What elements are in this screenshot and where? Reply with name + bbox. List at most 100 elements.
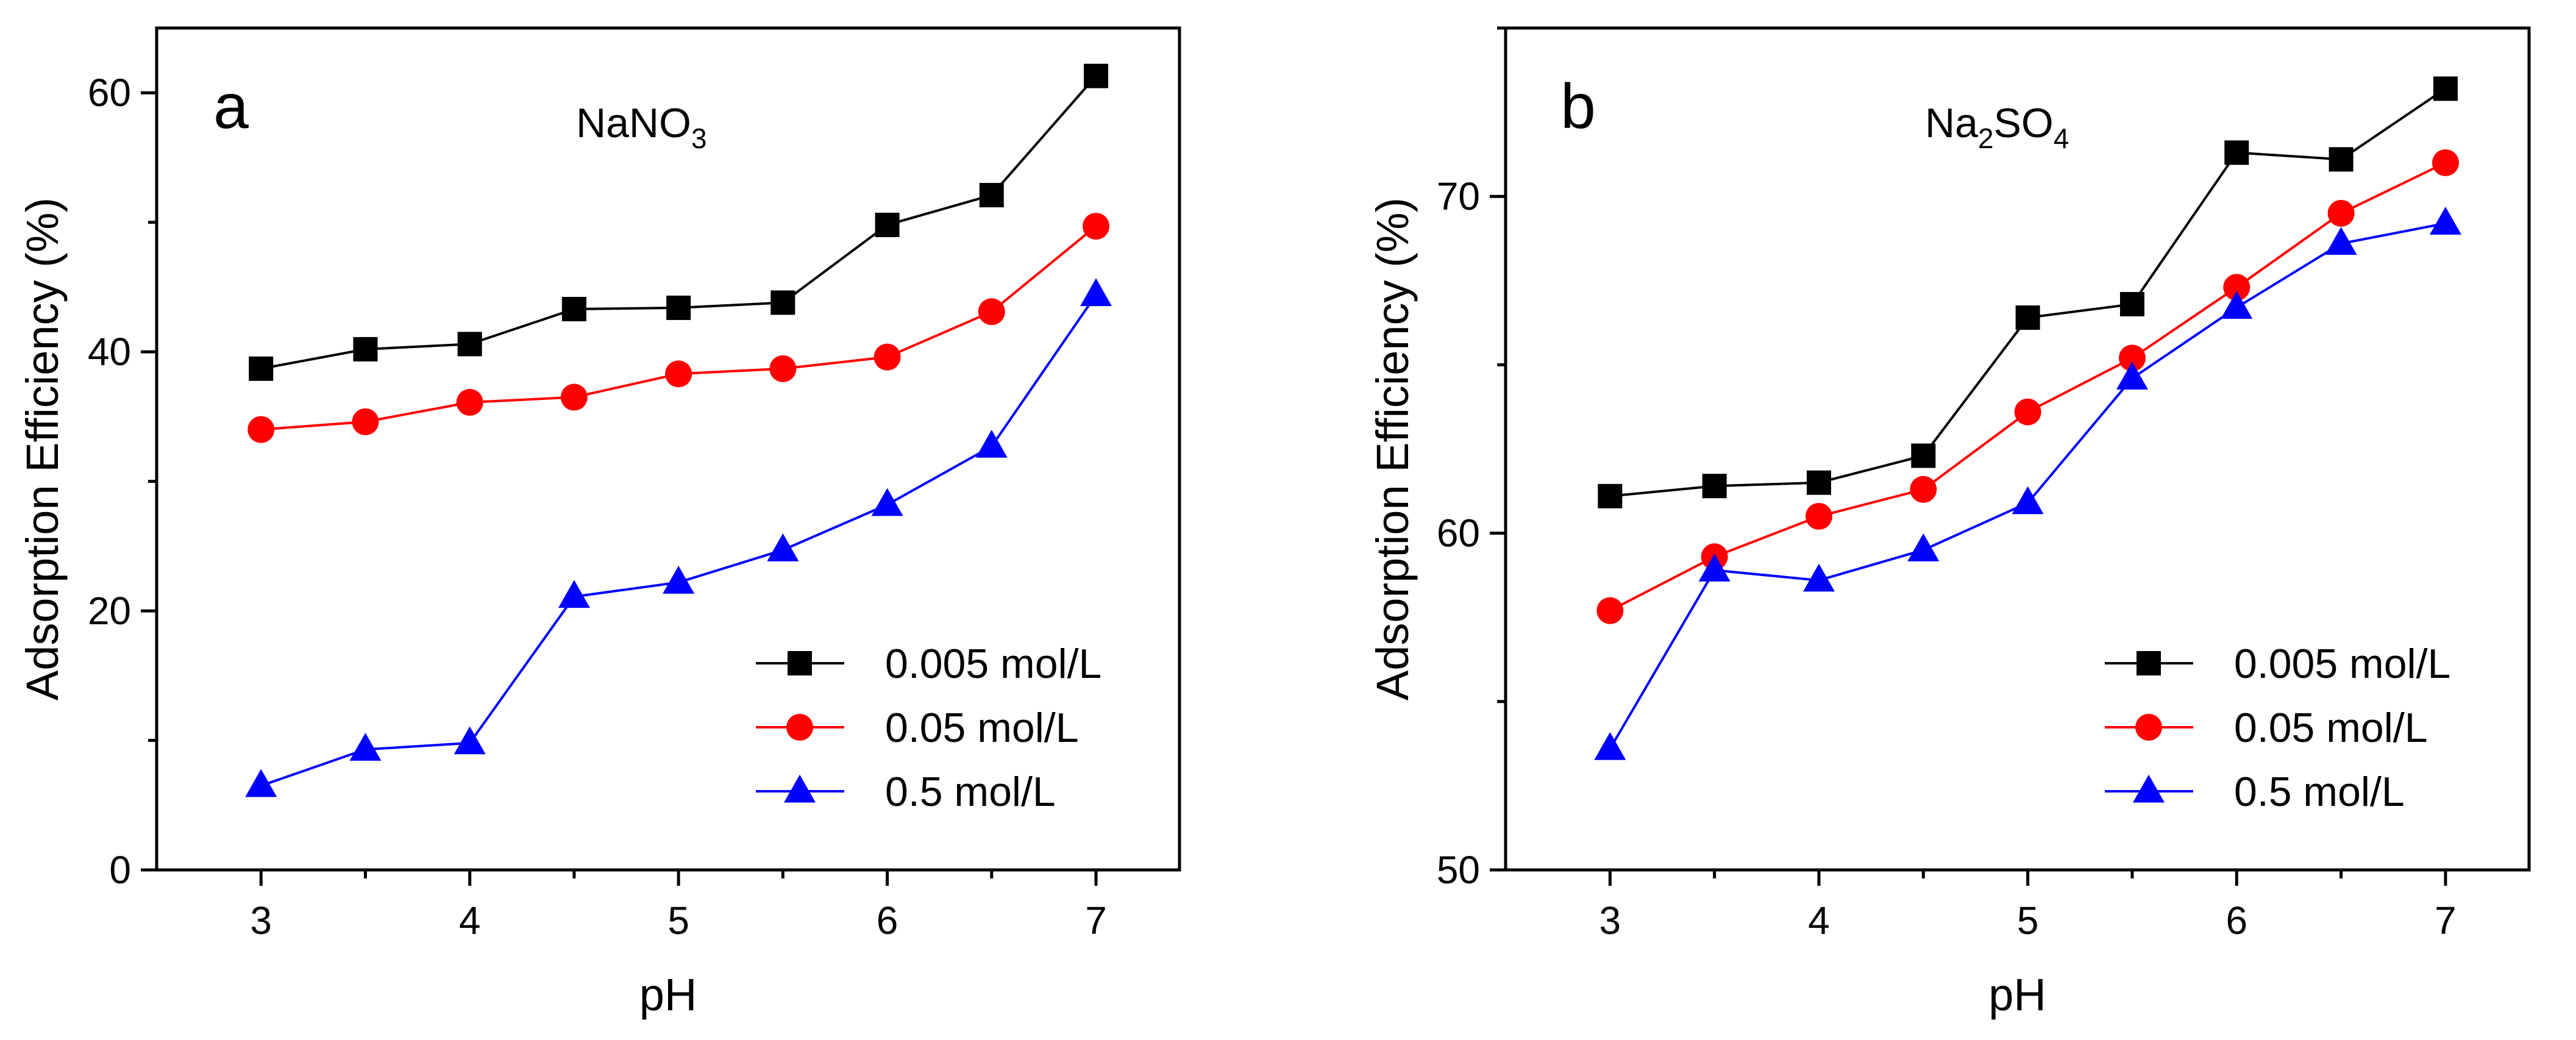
legend: 0.005 mol/L 0.05 mol/L 0.5 mol/L (756, 641, 1101, 815)
data-point (2432, 149, 2459, 176)
data-point (2329, 147, 2354, 172)
legend-item: 0.005 mol/L (2105, 641, 2450, 687)
x-axis: 3 4 5 6 7 (250, 870, 1107, 942)
series-2 (1594, 207, 2461, 760)
series-line (1610, 87, 2447, 497)
series-0 (1598, 76, 2458, 508)
data-point (2327, 199, 2355, 227)
x-tick-label: 7 (1085, 899, 1107, 942)
x-tick-label: 5 (2017, 899, 2039, 942)
legend-label: 0.005 mol/L (885, 641, 1101, 687)
data-point (457, 332, 482, 357)
x-tick-label: 7 (2435, 899, 2457, 942)
data-point (2119, 291, 2144, 316)
data-point (666, 295, 691, 320)
data-point (2116, 362, 2148, 390)
data-point (1084, 63, 1109, 88)
data-point (1907, 533, 1940, 561)
legend-item: 0.05 mol/L (756, 705, 1079, 751)
data-point (875, 212, 900, 237)
data-point (2015, 305, 2040, 330)
x-tick-label: 3 (1599, 899, 1621, 942)
y-tick-label: 20 (88, 589, 131, 633)
data-point (1598, 483, 1623, 508)
data-point (2433, 76, 2458, 101)
data-point (1698, 554, 1731, 582)
series-1 (1596, 149, 2459, 624)
x-tick-label: 3 (250, 899, 272, 942)
data-point (1083, 213, 1110, 240)
legend-label: 0.5 mol/L (885, 769, 1056, 815)
plot-frame (1504, 26, 2531, 872)
series-1 (247, 213, 1110, 443)
legend-item: 0.5 mol/L (756, 769, 1056, 815)
data-point (769, 355, 797, 382)
legend-item: 0.05 mol/L (2105, 705, 2428, 751)
series-line (261, 225, 1097, 431)
data-point (349, 733, 382, 761)
data-point (1080, 278, 1112, 307)
salt-title: Na2SO4 (1925, 100, 2069, 154)
legend-marker (2135, 714, 2162, 741)
data-point (1910, 475, 1937, 503)
data-point (353, 337, 378, 362)
data-point (979, 183, 1004, 208)
data-point (978, 298, 1005, 326)
data-point (2014, 398, 2041, 426)
data-point (2224, 140, 2249, 165)
data-point (560, 383, 588, 411)
x-axis-label: pH (639, 969, 697, 1020)
legend-marker (786, 714, 813, 741)
y-tick-label: 0 (109, 848, 131, 892)
panel-label: b (1560, 71, 1596, 142)
legend-marker (2137, 651, 2161, 675)
panel-label: a (213, 71, 249, 142)
data-point (454, 726, 486, 755)
data-point (249, 356, 274, 381)
y-axis: 0 20 40 60 (88, 71, 157, 892)
salt-title: NaNO3 (576, 100, 707, 154)
legend-label: 0.05 mol/L (885, 705, 1079, 751)
data-point (456, 389, 483, 416)
legend-label: 0.05 mol/L (2234, 705, 2428, 751)
x-tick-label: 6 (2226, 899, 2247, 942)
x-tick-label: 6 (877, 899, 898, 942)
data-point (2429, 207, 2461, 235)
y-tick-label: 50 (1437, 848, 1480, 892)
data-point (247, 416, 275, 443)
data-point (871, 488, 903, 516)
data-point (558, 580, 590, 608)
legend-marker (2133, 774, 2165, 803)
data-point (2118, 344, 2146, 372)
data-point (975, 429, 1008, 458)
data-point (1702, 474, 1727, 499)
series-line (1609, 162, 2446, 612)
legend: 0.005 mol/L 0.05 mol/L 0.5 mol/L (2105, 641, 2450, 815)
y-axis-label: Adsorption Efficiency (%) (1367, 198, 1418, 700)
x-tick-label: 4 (1808, 899, 1830, 942)
data-point (1596, 597, 1624, 624)
data-point (2221, 291, 2253, 319)
y-tick-label: 70 (1437, 174, 1480, 218)
data-point (1911, 443, 1936, 468)
legend-label: 0.5 mol/L (2234, 769, 2405, 815)
data-point (873, 343, 901, 371)
data-point (352, 408, 379, 435)
data-point (245, 769, 277, 797)
series-2 (245, 278, 1112, 797)
y-axis: 50 60 70 (1437, 26, 1506, 892)
x-axis: 3 4 5 6 7 (1599, 870, 2457, 942)
y-tick-label: 60 (88, 71, 131, 115)
panel-b: 3 4 5 6 7 50 60 70 pH Adsorption Efficiency (%) b N… (1367, 26, 2531, 1020)
legend-label: 0.005 mol/L (2234, 641, 2450, 687)
data-point (663, 566, 695, 594)
data-point (1805, 502, 1832, 530)
data-point (1802, 563, 1835, 592)
legend-item: 0.5 mol/L (2105, 769, 2405, 815)
data-point (1806, 470, 1831, 495)
x-tick-label: 5 (667, 899, 689, 942)
y-tick-label: 40 (88, 330, 131, 374)
legend-marker (788, 651, 812, 675)
x-tick-label: 4 (459, 899, 481, 942)
